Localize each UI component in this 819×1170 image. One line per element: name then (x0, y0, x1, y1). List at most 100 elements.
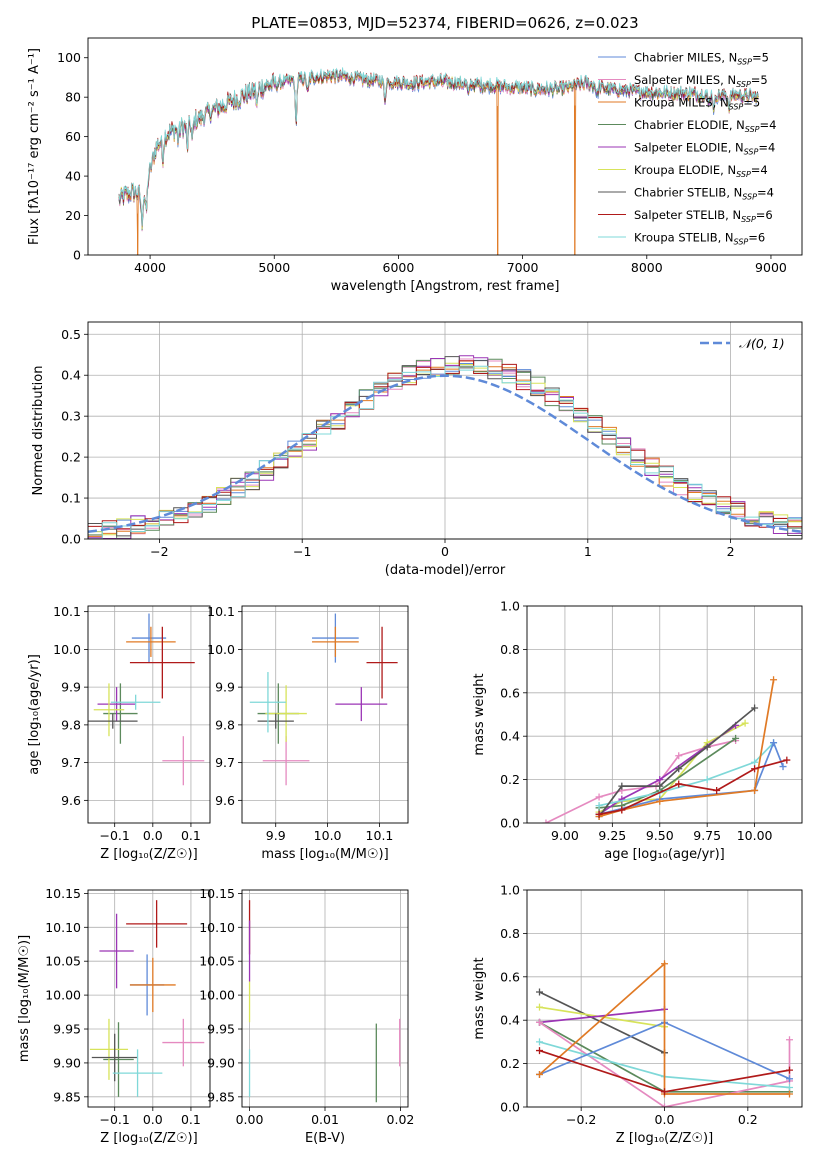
y-tick-label: 10.05 (45, 954, 81, 969)
weight-line-salpeter-elodie (598, 724, 737, 816)
point-marker (661, 1103, 668, 1107)
point-marker (536, 1018, 543, 1026)
point-marker (536, 1038, 543, 1046)
legend-entry: Salpeter STELIB, NSSP=6 (634, 208, 773, 224)
point-marker (732, 734, 740, 742)
x-tick-label: 9.50 (646, 828, 674, 843)
y-tick-label: 0.4 (500, 1013, 520, 1028)
y-axis-label: Flux [fλ10⁻¹⁷ erg cm⁻² s⁻¹ A⁻¹] (27, 48, 42, 245)
figure-title: PLATE=0853, MJD=52374, FIBERID=0626, z=0… (251, 14, 638, 32)
errorbar-kroupa-miles (129, 957, 176, 1013)
x-axis-label: age [log₁₀(age/yr)] (604, 847, 725, 862)
point-marker (595, 793, 603, 801)
plot-area-z-age (88, 613, 205, 786)
legend-entry: Chabrier STELIB, NSSP=4 (634, 186, 774, 202)
x-tick-label: 0.1 (181, 1112, 201, 1127)
x-tick-label: 5000 (258, 260, 290, 275)
point-marker (656, 776, 664, 784)
point-marker (783, 756, 791, 764)
x-tick-label: 6000 (383, 260, 415, 275)
point-marker (741, 719, 749, 727)
weight-line-chabrier-elodie (599, 737, 737, 809)
y-tick-label: 0.0 (500, 816, 520, 831)
errorbar-chabrier-elodie (103, 1022, 134, 1097)
panel-z-mass: −0.1 0.0 0.1 9.85 9.90 9.95 10.00 10.05 10.10 10.… (17, 886, 211, 1146)
point-marker (751, 758, 759, 766)
y-tick-label: 9.6 (215, 793, 235, 808)
x-tick-label: −0.1 (100, 828, 130, 843)
errorbar-kroupa-elodie (89, 1018, 129, 1080)
y-tick-label: 9.95 (53, 1022, 81, 1037)
x-tick-label: −0.1 (100, 1112, 130, 1127)
x-axis-label: Z [log₁₀(Z/Z☉)] (100, 1131, 197, 1146)
y-tick-label: 40 (65, 169, 81, 184)
x-tick-label: −2 (150, 544, 168, 559)
errorbar-salpeter-elodie (335, 687, 388, 722)
y-tick-label: 80 (65, 90, 81, 105)
y-tick-label: 0.3 (61, 409, 81, 424)
x-tick-label: 0.00 (236, 1112, 264, 1127)
plot-area-spectrum (118, 67, 759, 255)
plot-area-z-mass (89, 900, 205, 1097)
y-tick-label: 10.0 (207, 642, 235, 657)
spectrum-series-kroupa-stelib (118, 67, 759, 226)
y-tick-label: 9.90 (53, 1055, 81, 1070)
point-marker (786, 1075, 793, 1083)
errorbar-salpeter-stelib (126, 900, 188, 948)
panel-z-weight: −0.2 0.0 0.2 0.0 0.2 0.4 0.6 0.8 1.0 Z [log₁₀(Z/Z… (472, 883, 803, 1146)
axes-frame (87, 37, 803, 256)
x-tick-label: 1 (584, 544, 592, 559)
plot-area-residuals (88, 355, 802, 539)
weight-line-salpeter-elodie (539, 1008, 665, 1024)
plot-area-age-weight (542, 676, 791, 823)
y-axis-label: mass weight (472, 957, 487, 1039)
point-marker (703, 743, 711, 751)
panel-age-weight: 9.00 9.25 9.50 9.75 10.00 0.0 0.2 0.4 0.6 0.8 1.0 a… (472, 599, 803, 862)
x-tick-label: 9.75 (693, 828, 721, 843)
weight-line-chabrier-stelib (598, 707, 756, 818)
point-marker (656, 782, 664, 790)
y-tick-label: 10.00 (45, 988, 81, 1003)
errorbar-kroupa-stelib (110, 694, 161, 710)
point-marker (786, 1090, 793, 1098)
axes-frame (87, 889, 211, 1108)
y-tick-label: 0.4 (61, 368, 81, 383)
point-marker (675, 780, 683, 788)
point-marker (656, 797, 664, 805)
weight-line-kroupa-elodie (539, 1006, 665, 1028)
point-marker (675, 752, 683, 760)
errorbar-salpeter-stelib (366, 626, 398, 699)
point-marker (661, 1088, 668, 1096)
legend-entry: Chabrier ELODIE, NSSP=4 (634, 118, 776, 134)
panel-mass-age: 9.9 10.0 10.1 9.6 9.7 9.8 9.9 10.0 10.1 mass [log… (207, 604, 409, 862)
errorbar-chabrier-miles (131, 613, 167, 663)
x-tick-label: 0.0 (143, 828, 163, 843)
point-marker (703, 776, 711, 784)
errorbar-chabrier-stelib (88, 713, 138, 729)
x-tick-label: 0.1 (181, 828, 201, 843)
x-tick-label: 0 (441, 544, 449, 559)
x-tick-label: 9.25 (598, 828, 626, 843)
errorbar-salpeter-elodie (99, 913, 134, 989)
y-tick-label: 1.0 (500, 883, 520, 898)
y-tick-label: 10.15 (45, 886, 81, 901)
y-tick-label: 10.00 (199, 988, 235, 1003)
y-tick-label: 0.8 (500, 926, 520, 941)
errorbar-chabrier-stelib (257, 713, 294, 729)
panel-spectrum: 4000 5000 6000 7000 8000 9000 0 20 40 60 80 100 wave… (27, 37, 803, 294)
y-tick-label: 9.7 (215, 755, 235, 770)
point-marker (661, 960, 668, 968)
point-marker (751, 704, 759, 712)
point-marker (786, 1083, 793, 1091)
y-tick-label: 9.85 (207, 1089, 235, 1104)
y-tick-label: 10.05 (199, 954, 235, 969)
y-tick-label: 0.5 (61, 327, 81, 342)
y-tick-label: 9.6 (61, 793, 81, 808)
plot-area-ebv-mass (248, 900, 401, 1103)
legend-entry: Salpeter ELODIE, NSSP=4 (634, 141, 775, 157)
x-tick-label: 9.9 (266, 828, 286, 843)
y-tick-label: 10.10 (45, 920, 81, 935)
point-marker (779, 763, 787, 771)
y-tick-label: 10.1 (207, 604, 235, 619)
